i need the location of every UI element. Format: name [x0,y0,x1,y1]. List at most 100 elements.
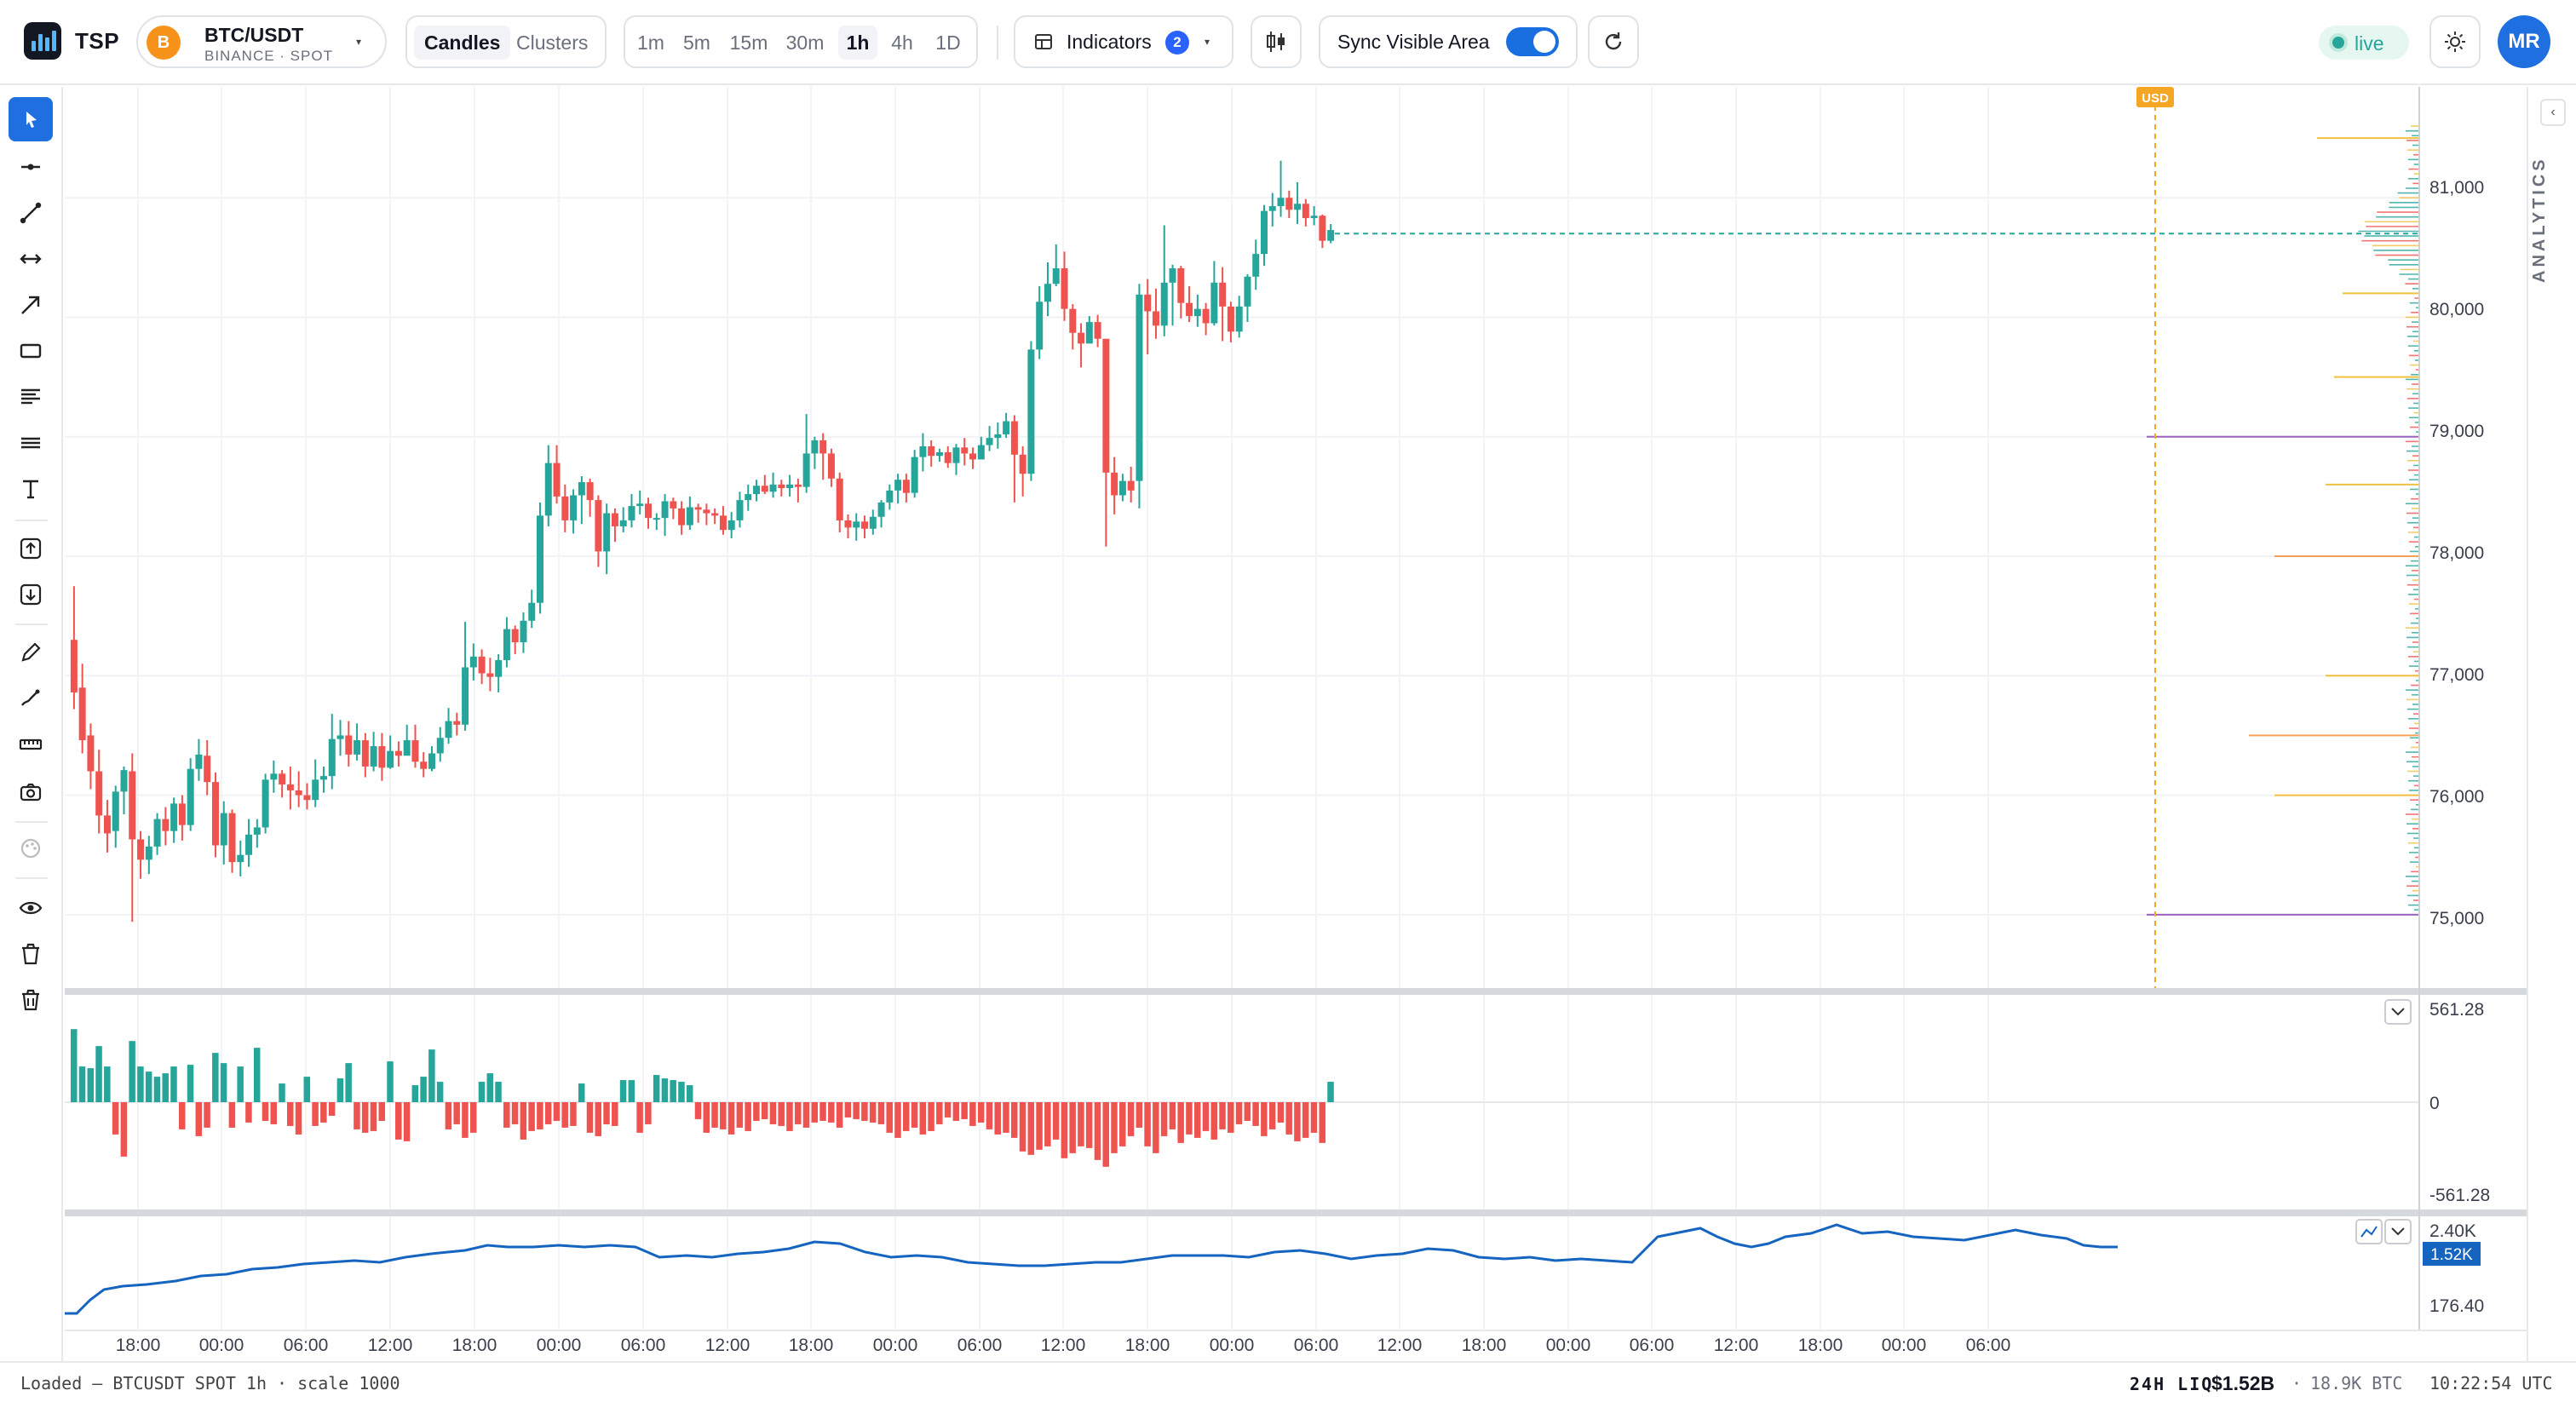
delta-bar [179,1102,186,1129]
delete-all-tool[interactable] [9,978,53,1022]
timeframe-4h[interactable]: 4h [891,32,913,54]
delta-bar [1069,1102,1076,1153]
user-avatar[interactable]: MR [2498,15,2550,68]
cursor-tool[interactable] [9,97,53,141]
delta-bar [1061,1102,1068,1158]
mode-candles-button[interactable]: Candles [414,26,511,60]
arrow-tool[interactable] [9,283,53,327]
delta-bar [653,1075,660,1102]
palette-tool[interactable] [9,826,53,871]
candles-series [70,160,2419,922]
timeframe-1d[interactable]: 1D [935,32,961,54]
delta-bar [628,1080,635,1102]
delta-bar [462,1102,469,1138]
theme-toggle-button[interactable] [2429,15,2481,68]
delta-bar [836,1102,843,1128]
indicator-pane-collapse-button[interactable] [2384,1219,2412,1244]
timeframe-1h[interactable]: 1h [838,26,877,60]
time-label: 12:00 [1714,1336,1759,1355]
delta-bar [262,1102,269,1121]
indicator-line [65,1223,2118,1315]
delta-bar [686,1085,693,1102]
delta-bar [645,1102,652,1124]
top-toolbar: TSP B BTC/USDT BINANCE · SPOT ▾ Candles … [0,0,2576,85]
chart-canvas[interactable]: USD 81,000 80,000 79,000 78,000 77,000 7… [65,87,2527,1361]
timeframe-1m[interactable]: 1m [637,32,664,54]
text-lines-tool[interactable] [9,375,53,419]
app-logo-icon [24,22,61,60]
delta-bar [387,1061,394,1102]
chart-area[interactable]: USD 81,000 80,000 79,000 78,000 77,000 7… [65,87,2527,1361]
short-position-tool[interactable] [9,572,53,617]
delta-bar [828,1102,835,1123]
symbol-selector[interactable]: B BTC/USDT BINANCE · SPOT ▾ [136,15,387,68]
ruler-icon [19,738,43,750]
candle-body [727,520,735,531]
candle-body [1310,215,1318,219]
toolbar-separator [15,520,48,521]
delta-bar [661,1078,669,1102]
refresh-button[interactable] [1588,15,1639,68]
analytics-label[interactable]: ANALYTICS [2530,156,2549,283]
indicators-button[interactable]: Indicators 2 ▾ [1014,15,1233,68]
sync-toggle[interactable] [1506,27,1559,56]
ruler-tool[interactable] [9,722,53,767]
text-tool[interactable] [9,467,53,511]
delta-bar [287,1102,294,1126]
candle-body [961,447,969,454]
analytics-panel: ‹ ANALYTICS [2527,87,2576,1361]
range-tool[interactable] [9,237,53,281]
indicator-settings-button[interactable] [2355,1219,2383,1244]
pane-separator[interactable] [65,1210,2527,1216]
candle-body [120,770,128,792]
delta-bar [104,1066,111,1102]
trend-line-tool[interactable] [9,191,53,235]
volume-profile [2147,125,2419,916]
candle-body [886,490,894,503]
candle-body [87,735,95,772]
delta-bar [886,1102,893,1133]
parallel-lines-tool[interactable] [9,421,53,465]
delta-bar [1085,1102,1093,1148]
candle-body [95,771,103,816]
time-label: 12:00 [1041,1336,1086,1355]
delta-bar [71,1029,78,1102]
screenshot-tool[interactable] [9,770,53,814]
timeframe-5m[interactable]: 5m [683,32,710,54]
chevron-left-icon[interactable]: ‹ [2540,99,2566,126]
rectangle-tool[interactable] [9,329,53,373]
delta-bar [345,1063,352,1102]
delta-bar [212,1053,219,1102]
delta-bar [1127,1102,1135,1136]
delta-pane-collapse-button[interactable] [2384,999,2412,1025]
usd-tag-label: USD [2142,91,2169,106]
delta-bar [1169,1102,1176,1129]
delta-bar [428,1049,435,1102]
long-position-tool[interactable] [9,526,53,571]
delta-bar [378,1102,385,1121]
candle-body [462,667,469,725]
delta-bar [145,1072,152,1102]
candle-body [336,735,344,739]
visibility-tool[interactable] [9,886,53,930]
liquidation-label: 24H LIQ [2130,1374,2214,1394]
candle-body [378,746,386,768]
timeframe-15m[interactable]: 15m [729,32,768,54]
delete-tool[interactable] [9,932,53,976]
candle-body [1094,322,1101,339]
pane-separator[interactable] [65,988,2527,995]
mode-clusters-button[interactable]: Clusters [516,32,589,54]
pencil-tool[interactable] [9,630,53,675]
brush-tool[interactable] [9,676,53,721]
delta-bar [1027,1102,1035,1155]
candle-body [1019,454,1026,474]
delta-bar [120,1102,128,1157]
horizontal-line-tool[interactable] [9,145,53,189]
delta-bar [1036,1102,1043,1150]
delta-bar [336,1078,344,1102]
candle-style-button[interactable] [1251,15,1302,68]
candle-body [370,746,377,767]
timeframe-30m[interactable]: 30m [785,32,825,54]
candle-body [1235,306,1243,332]
utc-clock: 10:22:54 UTC [2429,1373,2553,1393]
